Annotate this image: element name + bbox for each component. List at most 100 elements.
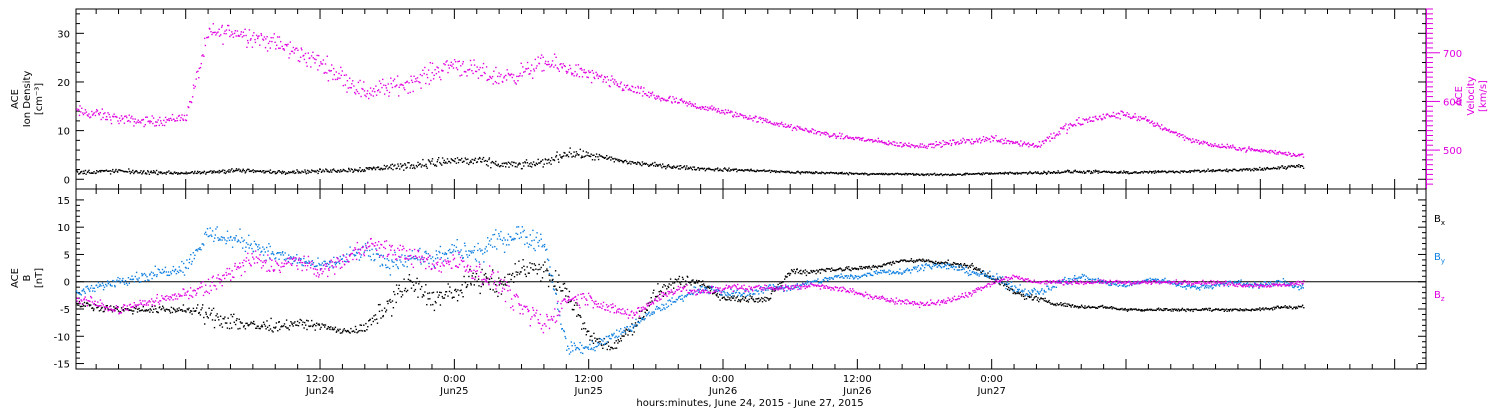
by-series-point <box>200 249 202 251</box>
bx-series-point <box>540 266 542 269</box>
by-series-point <box>613 332 615 335</box>
density-series-point <box>88 169 90 172</box>
bx-series-point <box>136 311 139 313</box>
by-series-point <box>241 237 243 239</box>
by-series-point <box>581 344 583 347</box>
by-series-point <box>447 249 450 252</box>
density-series-point <box>1116 172 1118 174</box>
density-series-point <box>251 170 253 172</box>
bx-series-point <box>591 335 593 337</box>
bx-series-point <box>360 329 362 332</box>
density-series-point <box>84 169 87 172</box>
velocity-series-point <box>462 61 464 63</box>
bx-series-point <box>1269 308 1272 310</box>
density-series-point <box>1283 167 1285 169</box>
by-series-point <box>460 249 462 251</box>
velocity-series-point <box>322 59 325 61</box>
bx-series-point <box>944 261 947 263</box>
velocity-series-point <box>831 135 833 137</box>
density-series-point <box>556 151 558 153</box>
bx-series-point <box>963 263 966 265</box>
bx-series-point <box>947 259 949 261</box>
density-series-point <box>486 160 488 162</box>
velocity-series-point <box>1080 124 1082 126</box>
bx-series-point <box>604 343 606 345</box>
by-series-point <box>305 262 307 264</box>
velocity-series-point <box>584 72 586 74</box>
bx-series-point <box>790 269 793 271</box>
velocity-series-point <box>283 48 285 50</box>
density-series-point <box>584 155 587 157</box>
bx-series-point <box>601 344 603 347</box>
velocity-series-point <box>129 121 131 123</box>
velocity-series-point <box>527 67 530 69</box>
density-series-point <box>606 155 608 157</box>
density-series-point <box>1014 173 1016 175</box>
velocity-series-point <box>1276 151 1278 154</box>
bx-series-point <box>143 310 145 312</box>
by-series-point <box>116 279 118 281</box>
by-series-point <box>218 238 221 240</box>
velocity-series-point <box>965 141 967 143</box>
by-series-point <box>106 280 109 282</box>
by-series-point <box>141 272 143 275</box>
density-series-point <box>177 173 179 175</box>
density-series-point <box>94 172 96 175</box>
velocity-series-point <box>480 74 482 77</box>
bx-series-point <box>1061 304 1063 306</box>
density-series-point <box>765 170 768 172</box>
density-series-point <box>1240 168 1242 171</box>
bx-series-point <box>1268 308 1271 311</box>
density-series-point <box>321 170 323 173</box>
density-series-point <box>1170 170 1172 173</box>
velocity-series-point <box>299 56 302 58</box>
by-series-point <box>109 283 111 286</box>
velocity-series-point <box>193 87 195 89</box>
bx-series-point <box>986 274 988 276</box>
density-series-point <box>380 167 382 170</box>
velocity-series-point <box>1036 145 1039 148</box>
density-series-point <box>1045 173 1048 175</box>
density-series-point <box>869 173 871 175</box>
bx-series-point <box>782 281 784 283</box>
density-series-point <box>1281 165 1284 167</box>
by-series-point <box>477 249 479 252</box>
velocity-series-point <box>221 24 223 27</box>
velocity-series-point <box>523 71 525 73</box>
velocity-series-point <box>551 63 553 66</box>
velocity-series-point <box>433 74 435 76</box>
density-series-point <box>255 170 258 172</box>
by-series-point <box>133 281 136 283</box>
density-series-point <box>688 167 691 170</box>
velocity-series-point <box>1136 119 1138 122</box>
velocity-series-point <box>323 72 325 74</box>
velocity-series-point <box>102 116 104 119</box>
bx-series-point <box>401 294 404 296</box>
bx-series-point <box>913 259 915 262</box>
density-series-point <box>135 170 137 172</box>
by-series-point <box>528 243 531 245</box>
density-series-point <box>686 165 688 167</box>
bx-series-point <box>774 289 777 292</box>
density-series-point <box>575 151 578 153</box>
density-series-point <box>453 160 455 162</box>
velocity-series-point <box>1089 120 1091 122</box>
density-series-point <box>478 156 481 159</box>
bx-series-point <box>579 314 581 317</box>
bx-series-point <box>207 317 209 319</box>
density-series-point <box>1103 170 1106 172</box>
velocity-series-point <box>703 108 706 110</box>
bx-series-point <box>987 272 989 274</box>
by-series-point <box>175 273 178 275</box>
velocity-series-point <box>752 116 755 119</box>
velocity-series-point <box>1189 139 1192 141</box>
bx-series-point <box>1123 308 1125 310</box>
bx-series-point <box>825 270 827 273</box>
bx-series-point <box>1164 309 1166 311</box>
velocity-series-point <box>626 84 629 86</box>
velocity-series-point <box>1152 123 1154 125</box>
density-series-point <box>954 174 957 176</box>
density-series-point <box>1216 169 1219 172</box>
velocity-series-point <box>98 112 100 115</box>
bx-series-point <box>715 294 717 296</box>
